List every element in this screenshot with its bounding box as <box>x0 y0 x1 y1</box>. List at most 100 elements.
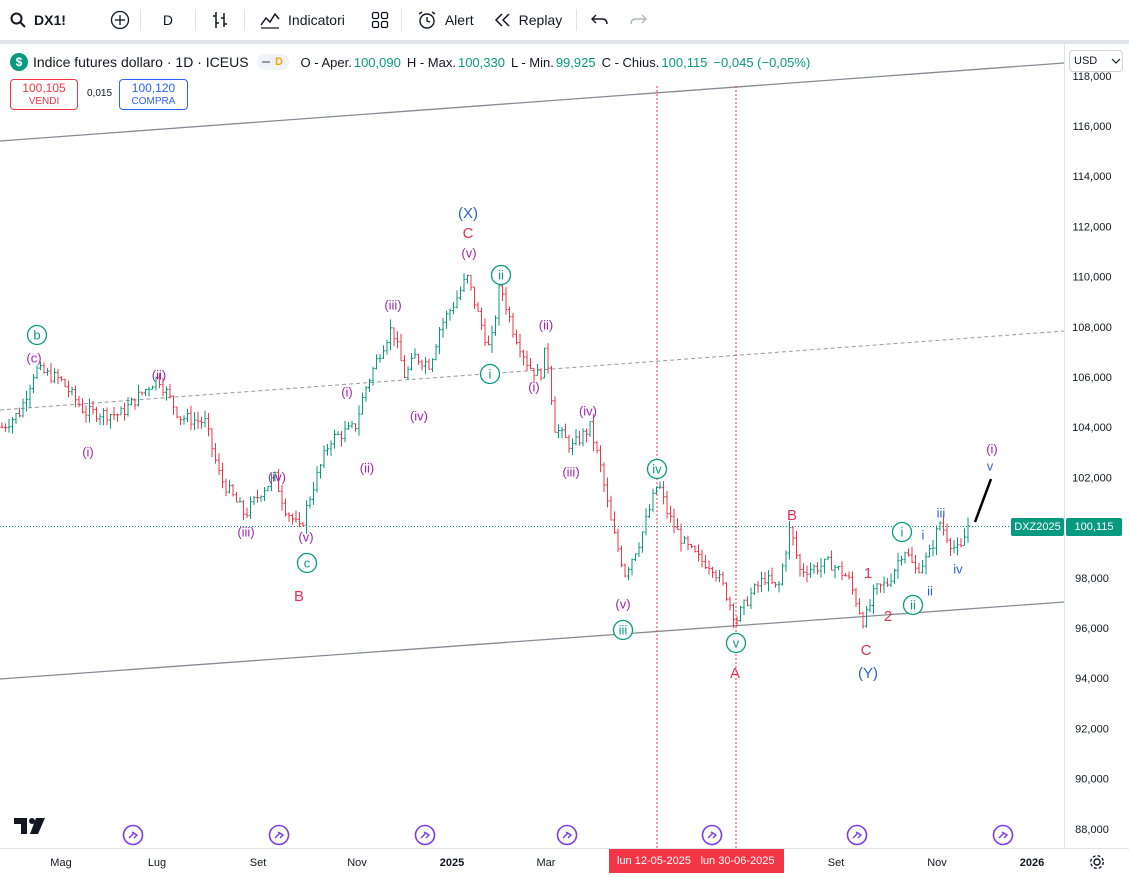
candle-bar <box>333 429 336 449</box>
candle-bar <box>438 327 441 354</box>
candle-bar <box>203 410 207 428</box>
replay-button[interactable]: Replay <box>484 0 577 40</box>
candle-bar <box>42 362 46 374</box>
economic-event-marker[interactable] <box>414 824 436 846</box>
economic-event-marker[interactable] <box>122 824 144 846</box>
wave-text: (iv) <box>579 404 597 419</box>
wave-text: (c) <box>26 351 41 366</box>
candle-bar <box>18 407 21 418</box>
candle-bar <box>14 412 18 424</box>
price-tick-label: 98,000 <box>1075 573 1109 585</box>
wave-label-iii-paren-1: (iii) <box>237 525 254 540</box>
candle-bar <box>137 384 140 407</box>
candle-bar <box>620 545 623 568</box>
legend-status-pill[interactable]: D <box>256 54 289 70</box>
economic-event-marker[interactable] <box>556 824 578 846</box>
candle-bar <box>924 552 928 575</box>
candle-bar <box>259 495 263 502</box>
wave-text: iv <box>953 562 963 577</box>
legend-title[interactable]: Indice futures dollaro · 1D · ICEUS <box>33 54 249 70</box>
candle-bar <box>431 358 434 372</box>
candle-bar <box>777 581 781 593</box>
tradingview-logo[interactable] <box>14 818 46 836</box>
candle-bar <box>480 307 483 331</box>
wave-label-X: (X) <box>458 205 478 222</box>
time-tick-label: Lug <box>148 857 166 869</box>
candle-bar <box>707 560 711 575</box>
wave-text: (v) <box>298 530 313 545</box>
candle-bar <box>704 554 707 570</box>
candle-bar <box>452 301 455 315</box>
wave-circle <box>646 458 668 480</box>
economic-event-marker[interactable] <box>992 824 1014 846</box>
time-tick-label: Nov <box>927 857 947 869</box>
alert-button[interactable]: Alert <box>402 0 484 40</box>
price-tick-label: 88,000 <box>1075 824 1109 836</box>
upper-channel-line <box>0 62 1065 142</box>
candle-bar <box>900 555 903 566</box>
candle-bar <box>130 397 133 406</box>
candle-bar <box>861 611 865 629</box>
replay-label: Replay <box>518 12 563 28</box>
candle-bar <box>921 559 924 574</box>
economic-event-marker[interactable] <box>268 824 290 846</box>
symbol-logo: $ <box>10 53 28 71</box>
candle-bar <box>630 558 634 576</box>
candle-bar <box>553 396 557 433</box>
candle-bar <box>116 413 119 422</box>
economic-event-marker[interactable] <box>846 824 868 846</box>
indicators-label: Indicatori <box>288 12 345 28</box>
undo-button[interactable] <box>577 0 623 40</box>
candle-bar <box>788 520 791 560</box>
candle-bar <box>518 333 522 358</box>
event-arrow-icon <box>128 831 139 839</box>
candle-bar <box>140 391 144 396</box>
candle-bar <box>4 423 7 432</box>
candle-bar <box>364 386 368 402</box>
wave-label-ii-small: ii <box>927 584 933 599</box>
candle-bar <box>357 405 361 436</box>
toolbar-divider <box>244 9 246 31</box>
candle-bar <box>445 310 448 329</box>
candle-bar <box>641 531 644 553</box>
price-tick-label: 112,000 <box>1073 221 1112 233</box>
candle-bar <box>732 603 735 629</box>
candle-bar <box>273 471 277 482</box>
event-arrow-icon <box>852 831 863 839</box>
wave-text: ii <box>910 598 916 613</box>
compare-button[interactable] <box>76 0 140 40</box>
candle-bar <box>63 378 67 388</box>
wave-label-two: 2 <box>884 608 892 625</box>
economic-event-marker[interactable] <box>701 824 723 846</box>
candle-bar <box>893 568 896 585</box>
candle-bar <box>525 350 529 371</box>
gear-icon[interactable] <box>1089 854 1105 870</box>
symbol-search-button[interactable]: DX1! <box>0 0 76 40</box>
candle-bar <box>651 488 655 512</box>
buy-button[interactable]: 100,120 COMPRA <box>119 79 188 110</box>
chart-type-button[interactable] <box>196 0 244 40</box>
currency-selector[interactable]: USD <box>1069 50 1123 72</box>
candle-bar <box>427 358 431 370</box>
candle-bar <box>816 562 819 575</box>
chevron-down-icon <box>1111 58 1121 64</box>
event-arrow-icon <box>707 831 718 839</box>
wave-label-iii-paren-3: (iii) <box>562 465 579 480</box>
candle-bar <box>133 398 137 410</box>
sell-button[interactable]: 100,105 VENDI <box>10 79 78 110</box>
wave-text: iv <box>652 462 662 477</box>
indicators-button[interactable]: Indicatori <box>245 0 359 40</box>
candle-bar <box>263 487 266 502</box>
wave-text: (i) <box>82 445 94 460</box>
layouts-button[interactable] <box>359 0 401 40</box>
legend-close-value: 100,115 <box>661 54 708 70</box>
candle-bar <box>88 398 91 423</box>
wave-text: i <box>489 367 492 382</box>
last-price-tag: 100,115 <box>1066 518 1122 536</box>
interval-button[interactable]: D <box>141 0 195 40</box>
candle-bar <box>725 582 728 601</box>
redo-button[interactable] <box>623 0 653 40</box>
candle-bar <box>942 515 945 536</box>
wave-circle <box>296 552 318 574</box>
